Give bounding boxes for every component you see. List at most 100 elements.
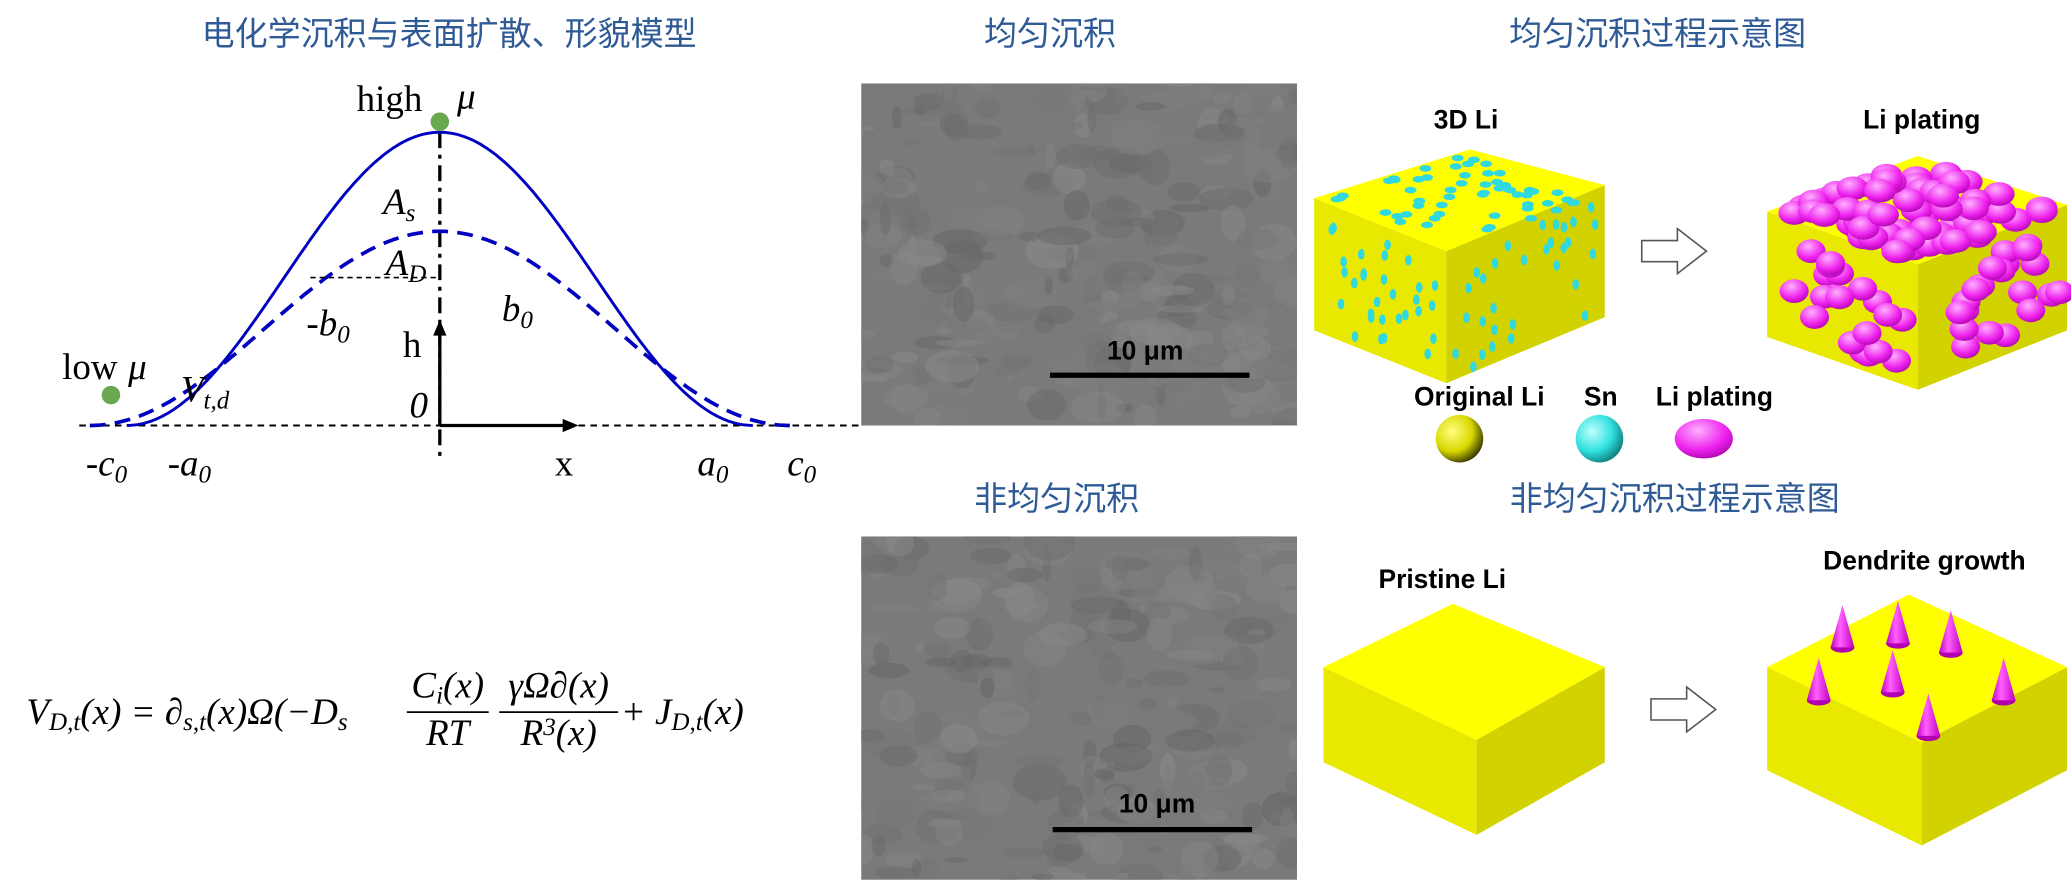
text-part: -a — [168, 443, 199, 484]
sem-texture — [1113, 83, 1128, 104]
sem-texture — [861, 125, 876, 132]
sem-texture — [1046, 866, 1073, 875]
sn-dot — [1465, 282, 1472, 294]
sem-texture — [919, 761, 962, 779]
legend-label: Original Li — [1414, 382, 1545, 412]
sem-texture — [1239, 552, 1263, 579]
graph-label: -a0 — [168, 443, 212, 489]
sem-texture — [1052, 162, 1086, 195]
sn-dot — [1394, 218, 1407, 226]
sem-texture — [1104, 786, 1130, 813]
sem-texture — [1087, 103, 1097, 133]
sem-texture — [1207, 754, 1233, 788]
sem-texture — [1271, 408, 1298, 426]
li-blob — [1808, 203, 1841, 227]
sem-texture — [861, 833, 874, 866]
graph-label: -b0 — [306, 303, 350, 349]
sem-texture — [1030, 790, 1041, 805]
sn-dot — [1539, 219, 1547, 231]
text-part: h — [403, 324, 421, 365]
sn-dot — [1520, 254, 1528, 266]
sem-texture — [1167, 696, 1179, 708]
sem-texture — [1242, 360, 1293, 379]
sn-dot — [1336, 192, 1349, 200]
sem-texture — [1221, 323, 1246, 351]
sem-texture — [892, 105, 902, 130]
sem-texture — [1169, 204, 1211, 213]
sem-texture — [1221, 833, 1269, 844]
sn-dot — [1443, 193, 1456, 201]
text-part: 0 — [199, 462, 212, 489]
panel-title: 非均匀沉积过程示意图 — [1510, 479, 1840, 518]
sem-texture — [1198, 187, 1254, 211]
sem-texture — [914, 710, 943, 746]
li-blob — [1864, 178, 1896, 203]
text-part: 0 — [716, 462, 729, 489]
sn-dot — [1504, 186, 1517, 194]
sem-texture — [969, 547, 1013, 565]
li-blob — [1974, 320, 2004, 345]
li-blob — [1873, 303, 1903, 327]
sem-texture — [1238, 111, 1258, 143]
sem-texture — [1261, 536, 1272, 550]
sem-texture — [1175, 302, 1196, 311]
graph-label: μ — [127, 346, 147, 387]
sem-texture — [1121, 270, 1144, 305]
text-part: (x)Ω(−D — [206, 691, 338, 733]
sn-dot — [1509, 319, 1517, 330]
sem-texture — [1118, 96, 1144, 117]
cube-label: Pristine Li — [1378, 564, 1506, 594]
graph-label: AD — [383, 242, 427, 288]
sem-texture — [1111, 555, 1129, 581]
li-blob — [1836, 176, 1869, 201]
sem-texture — [899, 206, 932, 236]
sn-dot — [1572, 279, 1579, 290]
sn-dot — [1470, 361, 1477, 373]
sem-texture — [944, 113, 969, 141]
sn-dot — [1467, 156, 1480, 164]
sem-image — [861, 536, 1298, 880]
sem-texture — [1069, 711, 1092, 727]
sn-dot — [1419, 165, 1432, 172]
text-part: + J — [621, 691, 673, 732]
sem-texture — [972, 230, 1014, 243]
dendrite — [1880, 650, 1905, 693]
graph-label: As — [380, 181, 415, 227]
sem-texture — [1162, 83, 1196, 87]
sn-dot — [1570, 216, 1577, 228]
sn-dot — [1428, 300, 1436, 311]
sn-dot — [1404, 186, 1417, 194]
text-part: b — [502, 288, 520, 329]
dashed-profile — [89, 229, 790, 428]
sn-dot — [1404, 255, 1412, 266]
sem-texture — [992, 147, 1031, 157]
sem-texture — [1225, 700, 1275, 729]
sem-texture — [879, 254, 894, 267]
sem-texture — [1136, 153, 1157, 182]
sem-texture — [999, 327, 1031, 334]
sem-texture — [1233, 91, 1255, 116]
cube-top — [1314, 149, 1605, 252]
sn-dot — [1479, 316, 1487, 327]
sn-dot — [1482, 170, 1494, 177]
sem-texture — [1245, 573, 1287, 604]
text-part: s,t — [183, 709, 207, 736]
sem-texture — [928, 737, 947, 762]
sem-texture — [1120, 90, 1174, 99]
sn-dot — [1541, 200, 1554, 207]
sem-texture — [1180, 841, 1219, 877]
text-part: μ — [127, 346, 147, 387]
sem-texture — [1024, 666, 1042, 702]
sem-texture — [1056, 143, 1100, 170]
x-arrow — [562, 418, 579, 433]
sem-texture — [886, 536, 915, 557]
sn-dot — [1424, 348, 1432, 360]
sem-texture — [1031, 334, 1076, 362]
sn-dot — [1330, 222, 1337, 234]
text-part: (x) = ∂ — [80, 691, 183, 733]
sem-texture — [962, 789, 982, 820]
sem-texture — [1276, 837, 1298, 869]
sn-dot — [1337, 298, 1345, 310]
text-part: i — [436, 683, 443, 710]
sn-dot — [1451, 154, 1464, 162]
